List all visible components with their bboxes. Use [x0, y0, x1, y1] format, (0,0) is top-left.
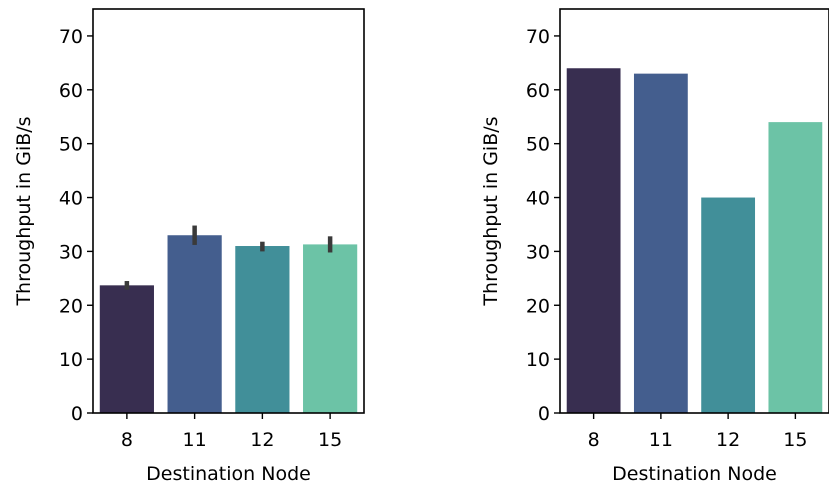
chart-panel-left: 0 10 20 30 40 50 60 70 8 11 12 15 Destination Node… — [13, 8, 365, 485]
x-tick-label: 8 — [588, 429, 600, 451]
x-tick-label: 15 — [783, 429, 807, 451]
error-bar-group — [124, 225, 333, 290]
y-tick-label: 70 — [59, 26, 83, 48]
bar-11 — [633, 73, 688, 413]
y-tick-label: 10 — [526, 349, 550, 371]
y-tick-label: 30 — [526, 241, 550, 263]
chart-panel-right: 0 10 20 30 40 50 60 70 8 11 12 15 Destination Node… — [480, 8, 829, 485]
y-tick-label: 40 — [59, 188, 83, 210]
y-axis-ticks: 0 10 20 30 40 50 60 70 — [59, 26, 93, 425]
y-tick-label: 10 — [59, 349, 83, 371]
bar-15 — [768, 122, 823, 414]
bar-group — [99, 235, 358, 413]
x-axis-ticks: 8 11 12 15 — [588, 413, 807, 451]
y-tick-label: 30 — [59, 241, 83, 263]
plot-frame — [92, 8, 365, 414]
x-axis-ticks: 8 11 12 15 — [121, 413, 342, 451]
x-tick-label: 11 — [649, 429, 673, 451]
x-tick-label: 15 — [318, 429, 342, 451]
x-tick-label: 12 — [716, 429, 740, 451]
x-axis-label: Destination Node — [612, 463, 777, 485]
bar-8 — [566, 68, 621, 414]
x-tick-label: 11 — [183, 429, 207, 451]
y-tick-label: 50 — [526, 134, 550, 156]
plot-frame — [559, 8, 829, 414]
bar-11 — [167, 235, 222, 413]
x-tick-label: 12 — [250, 429, 274, 451]
y-tick-label: 50 — [59, 134, 83, 156]
y-tick-label: 0 — [71, 403, 83, 425]
bar-8 — [99, 285, 154, 413]
y-tick-label: 70 — [526, 26, 550, 48]
x-axis-label: Destination Node — [146, 463, 311, 485]
y-tick-label: 40 — [526, 188, 550, 210]
y-axis-ticks: 0 10 20 30 40 50 60 70 — [526, 26, 560, 425]
bar-12 — [235, 246, 290, 413]
y-tick-label: 0 — [538, 403, 550, 425]
bar-group — [566, 68, 823, 414]
bar-15 — [303, 244, 358, 413]
bar-12 — [701, 197, 756, 413]
y-tick-label: 60 — [59, 80, 83, 102]
y-axis-label: Throughput in GiB/s — [480, 116, 502, 306]
y-tick-label: 20 — [526, 295, 550, 317]
y-axis-label: Throughput in GiB/s — [13, 116, 35, 306]
y-tick-label: 20 — [59, 295, 83, 317]
y-tick-label: 60 — [526, 80, 550, 102]
x-tick-label: 8 — [121, 429, 133, 451]
